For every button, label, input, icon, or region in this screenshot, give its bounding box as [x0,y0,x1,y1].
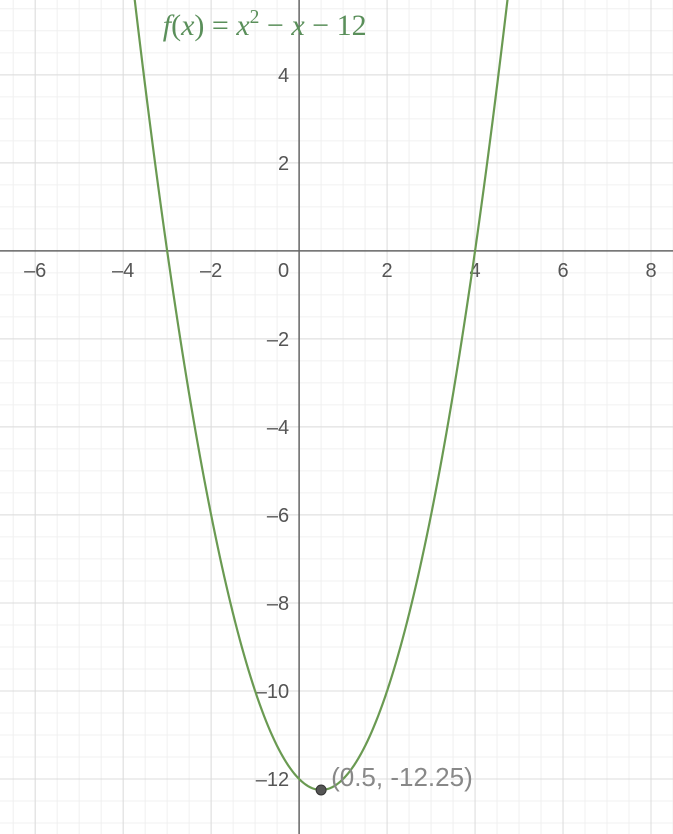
x-tick-label: 0 [278,260,289,282]
y-tick-label: –4 [267,417,289,439]
x-tick-label: 6 [557,260,568,282]
y-tick-label: –10 [256,681,289,703]
function-label: f(x) = x2 − x − 12 [163,7,367,42]
x-tick-label: 2 [382,260,393,282]
chart-container: –6–4–202468–12–10–8–6–4–224(0.5, -12.25)… [0,0,673,834]
x-tick-label: 8 [645,260,656,282]
vertex-point [316,785,326,795]
y-tick-label: –2 [267,329,289,351]
y-tick-label: 2 [278,153,289,175]
y-tick-label: –6 [267,505,289,527]
y-tick-label: –8 [267,593,289,615]
x-tick-label: –2 [200,260,222,282]
chart-svg: –6–4–202468–12–10–8–6–4–224(0.5, -12.25)… [0,0,673,834]
y-tick-label: 4 [278,65,289,87]
y-tick-label: –12 [256,769,289,791]
x-tick-label: –4 [112,260,134,282]
vertex-label: (0.5, -12.25) [331,762,473,792]
x-tick-label: –6 [24,260,46,282]
